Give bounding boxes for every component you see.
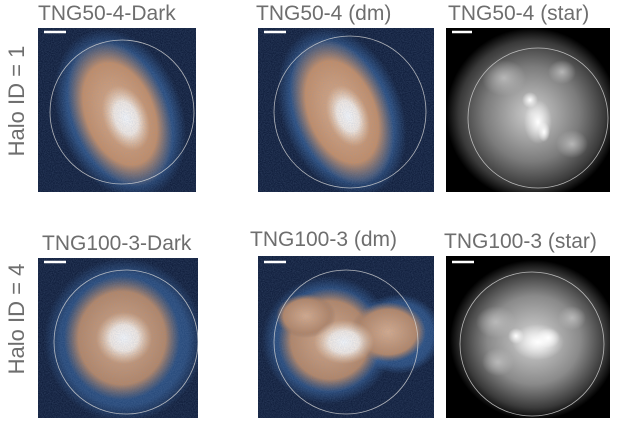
image-tng50-4-dark: [38, 28, 196, 192]
row-label-halo-4: Halo ID = 4: [4, 263, 29, 375]
panel-title-tng100-3-dm: TNG100-3 (dm): [250, 228, 398, 251]
row-label-halo-1: Halo ID = 1: [4, 45, 29, 157]
image-tng50-4-dm: [258, 28, 434, 192]
panel-title-tng100-3-star: TNG100-3 (star): [444, 230, 597, 253]
panel-title-tng50-4-star: TNG50-4 (star): [448, 2, 590, 25]
panel-title-tng100-3-dark: TNG100-3-Dark: [42, 232, 192, 255]
panel-title-tng50-4-dm: TNG50-4 (dm): [256, 2, 392, 25]
image-tng100-3-star: [446, 256, 610, 418]
image-tng100-3-dm: [258, 256, 434, 418]
image-tng50-4-star: [446, 28, 610, 192]
image-tng100-3-dark: [38, 258, 198, 418]
panel-title-tng50-4-dark: TNG50-4-Dark: [38, 2, 176, 25]
